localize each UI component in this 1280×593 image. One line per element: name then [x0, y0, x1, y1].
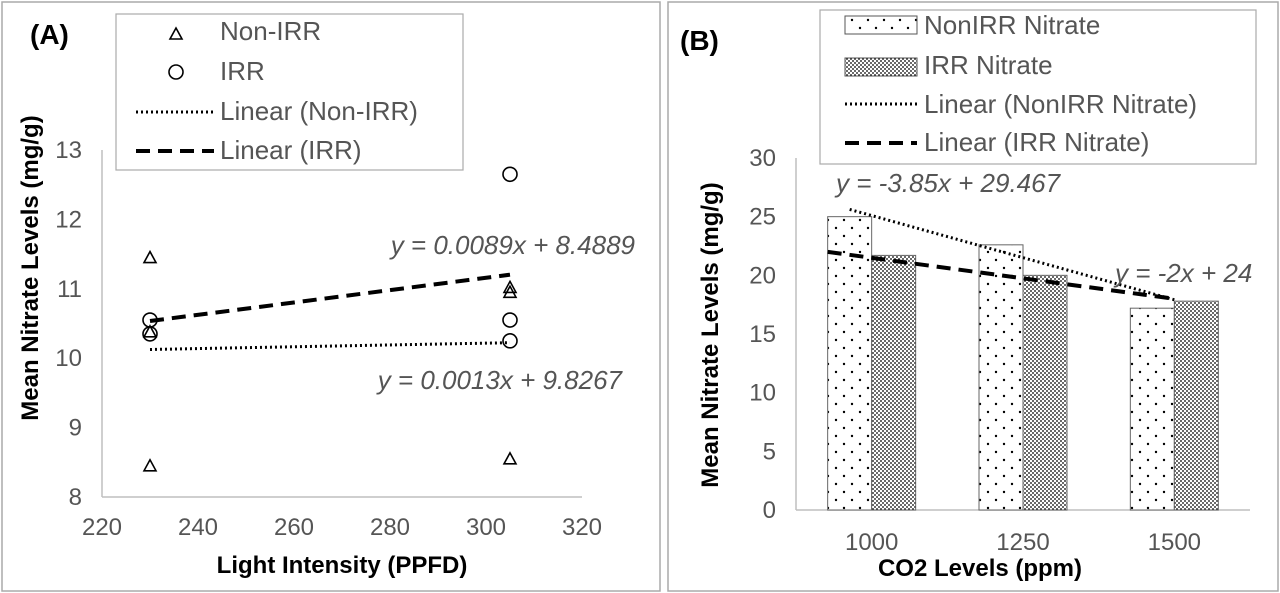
panel-b-legend-label-linear-nonirr: Linear (NonIRR Nitrate) — [924, 89, 1197, 119]
trendline-irr — [149, 272, 511, 323]
legend-sparse-pattern-icon — [844, 15, 918, 35]
panel-b-x-ticks: 1000 1250 1500 — [845, 529, 1201, 556]
trendline-nonirr-nitrate — [849, 207, 1175, 302]
panel-b-y-tick-label: 10 — [749, 380, 776, 407]
panel-b-legend: NonIRR Nitrate IRR Nitrate Linear (NonIR… — [819, 9, 1257, 165]
panel-a-x-tick-label: 320 — [562, 514, 602, 541]
panel-b-eq-nonirr: y = -3.85x + 29.467 — [834, 168, 1062, 198]
irr-point — [502, 312, 518, 328]
panel-b-y-tick-label: 30 — [749, 145, 776, 172]
non-irr-point — [142, 249, 158, 264]
irr-point — [502, 333, 518, 349]
panel-b-legend-box — [819, 9, 1257, 165]
panel-a-y-tick-label: 10 — [55, 345, 82, 372]
panel-b-x-title: CO2 Levels (ppm) — [878, 555, 1082, 582]
panel-a-x-tick-label: 280 — [370, 514, 410, 541]
panel-a-y-title: Mean Nitrate Levels (mg/g) — [17, 115, 44, 420]
panel-a-legend-label-nonirr: Non-IRR — [220, 16, 321, 46]
panel-a-x-ticks: 220 240 260 280 300 320 — [82, 514, 602, 541]
irr-point — [502, 166, 518, 183]
non-irr-point — [502, 284, 518, 299]
panel-b-y-ticks: 0 5 10 15 20 25 30 — [749, 145, 776, 524]
panel-b-eq-irr: y = -2x + 24 — [1113, 258, 1252, 288]
panel-b-y-tick-label: 20 — [749, 262, 776, 289]
bar-irr-nitrate — [1022, 274, 1068, 511]
trendline-irr-nitrate — [827, 249, 1175, 301]
panel-a-legend-label-irr: IRR — [220, 56, 265, 86]
non-irr-point — [142, 458, 158, 472]
panel-a-y-tick-label: 11 — [57, 276, 82, 303]
non-irr-point — [502, 451, 518, 465]
legend-circle-icon — [168, 64, 184, 80]
panel-a-frame — [1, 1, 661, 592]
panel-a-y-tick-label: 8 — [69, 484, 82, 511]
panel-a-x-title: Light Intensity (PPFD) — [217, 552, 468, 579]
panel-b-frame — [667, 1, 1279, 592]
irr-point — [142, 326, 158, 342]
panel-b-legend-label-irr: IRR Nitrate — [924, 50, 1053, 80]
panel-a-y-tick-label: 12 — [55, 206, 82, 233]
panel-b-legend-label-nonirr: NonIRR Nitrate — [924, 10, 1100, 40]
panel-b-y-tick-label: 5 — [763, 438, 776, 465]
panel-a-legend-label-linear-nonirr: Linear (Non-IRR) — [220, 96, 418, 126]
panel-a-legend-box — [115, 13, 464, 171]
bar-irr-nitrate — [871, 254, 917, 511]
panel-a-y-tick-label: 13 — [55, 137, 82, 164]
non-irr-point — [502, 279, 518, 294]
legend-triangle-icon — [168, 26, 184, 40]
panel-a-x-tick-label: 260 — [274, 514, 314, 541]
panel-a: (A) 8 9 10 11 12 13 220 240 260 280 300 320 Light … — [1, 1, 661, 592]
panel-b-label: (B) — [680, 25, 719, 56]
bar-nonirr-nitrate — [1129, 307, 1175, 511]
panel-b-legend-label-linear-irr: Linear (IRR Nitrate) — [924, 127, 1149, 157]
bar-irr-nitrate — [1173, 300, 1219, 511]
non-irr-point — [142, 324, 158, 338]
panel-a-label: (A) — [30, 19, 69, 50]
panel-a-x-tick-label: 220 — [82, 514, 122, 541]
panel-a-x-tick-label: 300 — [466, 514, 506, 541]
panel-a-eq-nonirr: y = 0.0013x + 9.8267 — [376, 365, 624, 395]
bar-nonirr-nitrate — [827, 216, 873, 511]
bar-nonirr-nitrate — [978, 244, 1024, 511]
panel-b-y-tick-label: 25 — [749, 204, 776, 231]
panel-b-trendlines — [827, 207, 1175, 302]
panel-a-points — [142, 166, 518, 472]
panel-b-x-tick-label: 1000 — [845, 529, 898, 556]
panel-b-x-tick-label: 1250 — [996, 529, 1049, 556]
panel-a-y-ticks: 8 9 10 11 12 13 — [55, 137, 82, 511]
panel-b-bars — [827, 216, 1219, 511]
legend-dense-pattern-icon — [844, 57, 918, 77]
panel-b: (B) 0 5 10 15 20 25 30 1000 1250 1500 CO2 Levels… — [667, 1, 1279, 592]
panel-a-x-tick-label: 240 — [178, 514, 218, 541]
panel-b-y-tick-label: 0 — [763, 497, 776, 524]
panel-a-legend: Non-IRR IRR Linear (Non-IRR) Linear (IRR… — [115, 13, 464, 171]
panel-a-y-tick-label: 9 — [69, 415, 82, 442]
trendline-non-irr — [149, 341, 511, 351]
panel-b-y-tick-label: 15 — [749, 321, 776, 348]
panel-b-y-title: Mean Nitrate Levels (mg/g) — [697, 182, 724, 487]
panel-a-legend-label-linear-irr: Linear (IRR) — [220, 135, 362, 165]
panel-a-eq-irr: y = 0.0089x + 8.4889 — [389, 230, 635, 260]
panel-a-trendlines — [149, 272, 511, 351]
panel-b-x-tick-label: 1500 — [1148, 529, 1201, 556]
